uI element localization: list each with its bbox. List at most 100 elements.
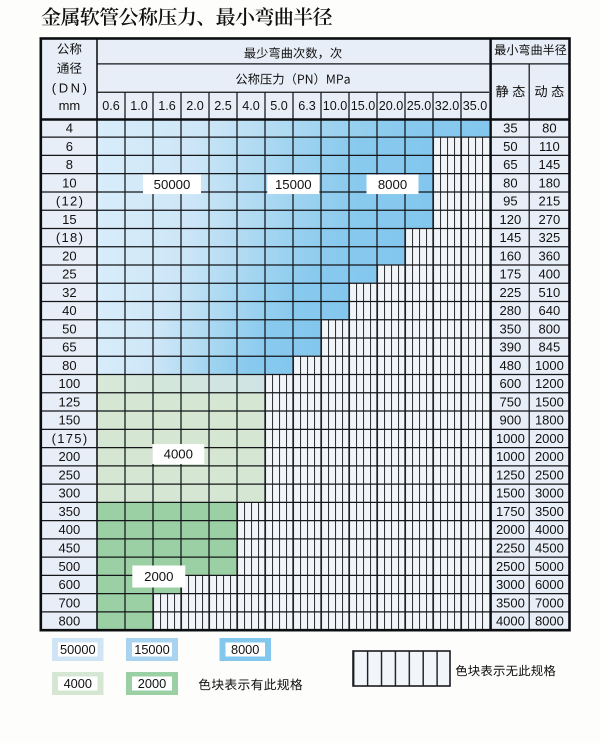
svg-text:600: 600 bbox=[59, 577, 81, 592]
svg-text:400: 400 bbox=[539, 267, 561, 282]
svg-text:2000: 2000 bbox=[138, 676, 166, 691]
svg-text:900: 900 bbox=[500, 413, 522, 428]
svg-text:2500: 2500 bbox=[496, 559, 525, 574]
svg-text:845: 845 bbox=[539, 340, 561, 355]
svg-text:10.0: 10.0 bbox=[323, 99, 348, 113]
svg-text:5000: 5000 bbox=[535, 559, 564, 574]
svg-text:215: 215 bbox=[539, 194, 561, 209]
svg-text:350: 350 bbox=[59, 504, 81, 519]
svg-text:8000: 8000 bbox=[378, 177, 407, 192]
svg-text:125: 125 bbox=[59, 394, 81, 409]
svg-text:6: 6 bbox=[66, 139, 73, 154]
svg-text:3000: 3000 bbox=[535, 486, 564, 501]
svg-text:1750: 1750 bbox=[496, 504, 525, 519]
svg-text:480: 480 bbox=[500, 358, 522, 373]
svg-text:1.0: 1.0 bbox=[130, 99, 148, 113]
svg-text:750: 750 bbox=[500, 394, 522, 409]
svg-text:800: 800 bbox=[59, 614, 81, 629]
svg-text:0.6: 0.6 bbox=[102, 99, 120, 113]
svg-text:300: 300 bbox=[59, 486, 81, 501]
svg-text:50000: 50000 bbox=[154, 177, 191, 192]
svg-text:2000: 2000 bbox=[496, 522, 525, 537]
svg-text:2500: 2500 bbox=[535, 468, 564, 483]
svg-text:640: 640 bbox=[539, 303, 561, 318]
svg-text:1.6: 1.6 bbox=[158, 99, 176, 113]
svg-text:225: 225 bbox=[500, 285, 522, 300]
svg-text:15: 15 bbox=[62, 212, 76, 227]
svg-text:400: 400 bbox=[59, 522, 81, 537]
svg-text:2.5: 2.5 bbox=[214, 99, 232, 113]
svg-text:180: 180 bbox=[539, 175, 561, 190]
svg-text:2000: 2000 bbox=[535, 449, 564, 464]
svg-text:3000: 3000 bbox=[496, 577, 525, 592]
svg-text:20: 20 bbox=[62, 248, 76, 263]
svg-text:145: 145 bbox=[539, 157, 561, 172]
svg-text:50: 50 bbox=[503, 139, 517, 154]
svg-text:1250: 1250 bbox=[496, 468, 525, 483]
svg-text:6.3: 6.3 bbox=[298, 99, 316, 113]
svg-text:20.0: 20.0 bbox=[379, 99, 404, 113]
svg-text:4000: 4000 bbox=[535, 522, 564, 537]
svg-text:600: 600 bbox=[500, 376, 522, 391]
svg-text:160: 160 bbox=[500, 248, 522, 263]
svg-text:2250: 2250 bbox=[496, 541, 525, 556]
svg-text:8000: 8000 bbox=[231, 642, 259, 657]
svg-text:15000: 15000 bbox=[134, 642, 170, 657]
svg-text:4500: 4500 bbox=[535, 541, 564, 556]
svg-text:4000: 4000 bbox=[496, 614, 525, 629]
svg-text:4: 4 bbox=[66, 121, 73, 136]
svg-text:3500: 3500 bbox=[496, 595, 525, 610]
svg-text:3500: 3500 bbox=[535, 504, 564, 519]
svg-text:280: 280 bbox=[500, 303, 522, 318]
svg-text:50000: 50000 bbox=[60, 642, 96, 657]
svg-text:2.0: 2.0 bbox=[186, 99, 204, 113]
svg-text:1500: 1500 bbox=[496, 486, 525, 501]
svg-text:1000: 1000 bbox=[496, 431, 525, 446]
svg-text:450: 450 bbox=[59, 541, 81, 556]
svg-text:80: 80 bbox=[62, 358, 76, 373]
svg-text:95: 95 bbox=[503, 194, 517, 209]
svg-text:80: 80 bbox=[542, 121, 556, 136]
svg-text:1000: 1000 bbox=[535, 358, 564, 373]
svg-text:(175): (175) bbox=[52, 431, 89, 446]
svg-text:500: 500 bbox=[59, 559, 81, 574]
svg-text:15.0: 15.0 bbox=[351, 99, 376, 113]
svg-text:510: 510 bbox=[539, 285, 561, 300]
svg-text:145: 145 bbox=[500, 230, 522, 245]
svg-text:270: 270 bbox=[539, 212, 561, 227]
svg-text:1500: 1500 bbox=[535, 394, 564, 409]
svg-text:(12): (12) bbox=[56, 194, 84, 209]
svg-text:700: 700 bbox=[59, 595, 81, 610]
svg-text:mm: mm bbox=[59, 98, 81, 113]
svg-text:(DN): (DN) bbox=[52, 80, 90, 95]
svg-text:4000: 4000 bbox=[64, 676, 92, 691]
svg-text:32: 32 bbox=[62, 285, 76, 300]
svg-text:4.0: 4.0 bbox=[242, 99, 260, 113]
svg-text:35: 35 bbox=[503, 121, 517, 136]
svg-text:5.0: 5.0 bbox=[270, 99, 288, 113]
svg-text:2000: 2000 bbox=[535, 431, 564, 446]
svg-text:6000: 6000 bbox=[535, 577, 564, 592]
svg-text:1000: 1000 bbox=[496, 449, 525, 464]
svg-text:65: 65 bbox=[62, 340, 76, 355]
svg-text:1200: 1200 bbox=[535, 376, 564, 391]
svg-text:15000: 15000 bbox=[275, 177, 312, 192]
svg-text:100: 100 bbox=[59, 376, 81, 391]
svg-text:25: 25 bbox=[62, 267, 76, 282]
svg-text:800: 800 bbox=[539, 321, 561, 336]
svg-text:65: 65 bbox=[503, 157, 517, 172]
svg-text:2000: 2000 bbox=[144, 569, 173, 584]
svg-text:110: 110 bbox=[539, 139, 560, 154]
svg-text:32.0: 32.0 bbox=[435, 99, 460, 113]
svg-text:(18): (18) bbox=[56, 230, 84, 245]
svg-text:150: 150 bbox=[59, 413, 81, 428]
svg-text:120: 120 bbox=[500, 212, 522, 227]
svg-text:50: 50 bbox=[62, 321, 76, 336]
svg-text:8000: 8000 bbox=[535, 614, 564, 629]
svg-text:350: 350 bbox=[500, 321, 522, 336]
svg-text:25.0: 25.0 bbox=[407, 99, 432, 113]
svg-text:8: 8 bbox=[66, 157, 73, 172]
svg-text:35.0: 35.0 bbox=[463, 99, 488, 113]
svg-text:10: 10 bbox=[62, 175, 76, 190]
svg-text:1800: 1800 bbox=[535, 413, 564, 428]
